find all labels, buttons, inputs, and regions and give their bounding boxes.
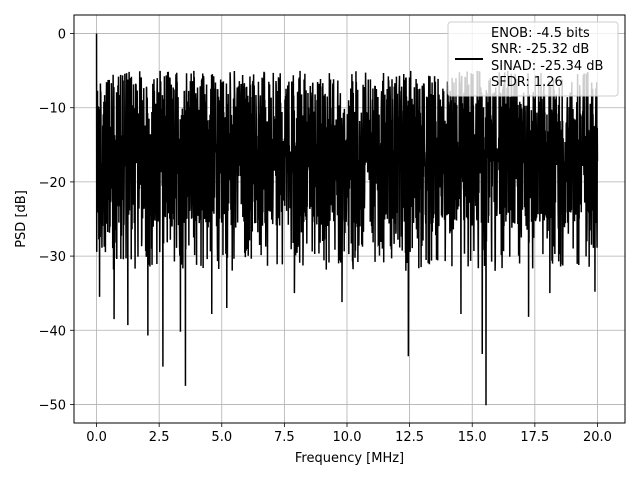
- x-axis-label: Frequency [MHz]: [295, 451, 404, 466]
- tick-layer: 0.0 2.5 5.0 7.5 10.0 12.5 15.0 17.5 20.0 0 −10 −20 −…: [39, 28, 612, 445]
- legend-line-sinad: SINAD: -25.34 dB: [491, 59, 603, 74]
- y-tick-label: −40: [39, 324, 66, 339]
- legend-line-enob: ENOB: -4.5 bits: [491, 26, 590, 41]
- x-tick-label: 10.0: [333, 430, 362, 445]
- x-tick-label: 7.5: [274, 430, 295, 445]
- x-tick-label: 17.5: [520, 430, 549, 445]
- x-tick-label: 20.0: [583, 430, 612, 445]
- legend-line-sfdr: SFDR: 1.26: [491, 75, 563, 90]
- x-tick-label: 5.0: [211, 430, 232, 445]
- y-tick-label: −50: [39, 398, 66, 413]
- legend-box: [447, 21, 619, 97]
- x-tick-label: 12.5: [395, 430, 424, 445]
- legend-line-snr: SNR: -25.32 dB: [491, 42, 589, 57]
- y-tick-label: −20: [39, 176, 66, 191]
- legend: ENOB: -4.5 bits SNR: -25.32 dB SINAD: -2…: [447, 21, 619, 97]
- y-tick-label: −10: [39, 102, 66, 117]
- y-tick-label: −30: [39, 250, 66, 265]
- y-tick-label: 0: [58, 28, 66, 43]
- x-tick-label: 15.0: [458, 430, 487, 445]
- x-tick-label: 2.5: [149, 430, 170, 445]
- plot-frame: [73, 14, 626, 424]
- x-tick-label: 0.0: [86, 430, 107, 445]
- y-axis-label: PSD [dB]: [14, 190, 29, 248]
